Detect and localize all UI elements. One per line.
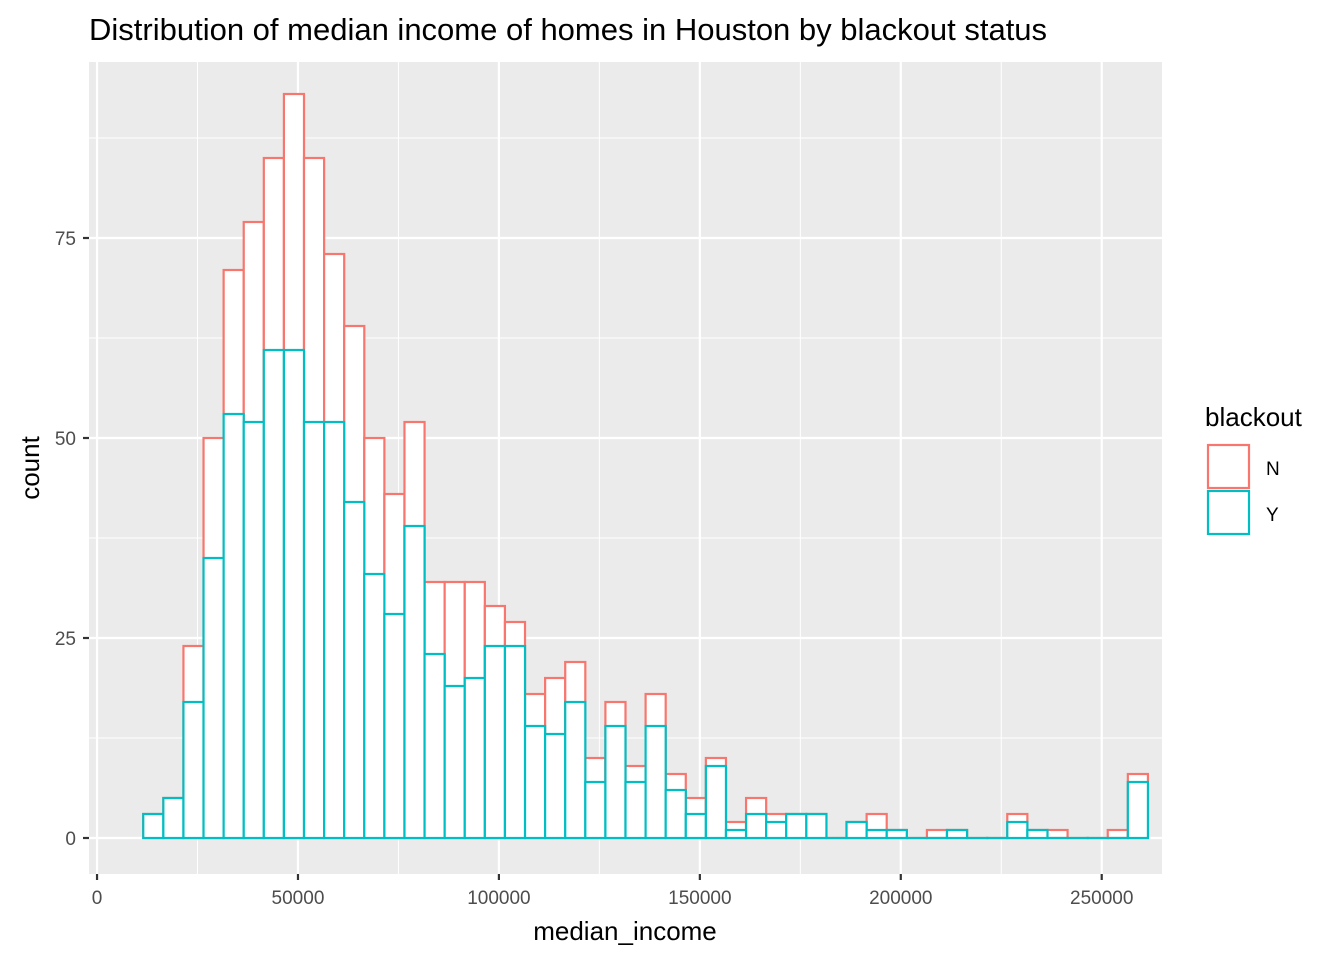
x-tick-label: 200000 [869,888,932,909]
bar-y [222,412,245,840]
legend-key-y [1206,489,1251,536]
x-tick-label: 100000 [467,888,530,909]
bar-y [1006,820,1029,840]
bar-y [765,820,788,840]
bar-y [1026,828,1049,840]
bar-y [202,556,225,840]
bar-y [523,724,547,840]
bar-y [403,524,426,840]
bar-n [1106,828,1129,840]
bar-y [343,500,366,840]
y-tick-label: 25 [55,629,76,650]
bar-y [724,828,748,840]
bar-y [644,724,667,840]
bar-y [564,700,587,840]
legend-key-n [1206,443,1251,490]
bar-y [182,700,205,840]
bar-n [925,828,949,840]
bar-y [744,812,768,840]
bar-y [865,828,888,840]
y-axis: 0 25 50 75 [55,229,89,850]
x-tick-label: 50000 [272,888,325,909]
y-tick-label: 50 [55,429,76,450]
x-tick-label: 0 [92,888,103,909]
bar-y [463,676,486,840]
bar-y [423,652,446,840]
x-axis: 0 50000 100000 150000 200000 250000 [92,874,1133,909]
bar-y [885,828,908,840]
legend-label-y: Y [1266,505,1279,526]
legend-label-n: N [1266,459,1280,480]
bar-y [162,796,185,840]
bar-y [544,732,567,840]
y-tick-label: 75 [55,229,76,250]
bar-y [664,788,687,840]
x-tick-label: 150000 [668,888,731,909]
bar-y [584,780,607,840]
bar-y [142,812,165,840]
bar-y [383,612,406,840]
bar-y [684,812,707,840]
bar-y [604,724,627,840]
bar-y [945,828,969,840]
series-y-bars [142,348,1150,840]
bar-y [242,420,265,840]
bar-y [805,812,828,840]
bar-y [262,348,286,840]
legend-title: blackout [1205,402,1303,432]
bar-y [363,572,386,840]
x-tick-label: 250000 [1070,888,1133,909]
legend: blackout N Y [1205,402,1303,536]
bar-y [483,644,507,840]
bar-n [1046,828,1069,840]
bar-y [322,420,346,840]
x-axis-title: median_income [533,916,717,946]
chart-title: Distribution of median income of homes i… [89,12,1047,47]
bar-y [704,764,728,840]
bar-y [845,820,868,840]
bar-y [1126,780,1150,840]
bar-y [624,780,647,840]
bar-y [503,644,527,840]
bar-y [282,348,306,840]
bar-y [302,420,326,840]
bar-y [785,812,808,840]
y-axis-title: count [15,435,45,499]
y-tick-label: 0 [65,829,76,850]
bar-y [443,684,466,840]
